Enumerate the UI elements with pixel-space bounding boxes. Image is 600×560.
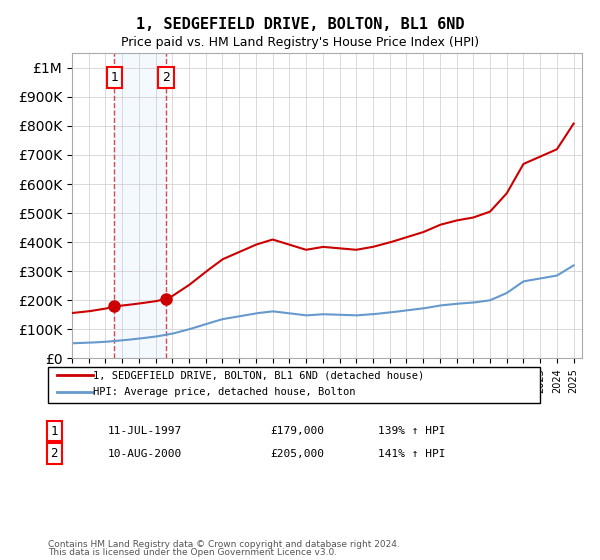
Text: £205,000: £205,000 — [270, 449, 324, 459]
Text: 11-JUL-1997: 11-JUL-1997 — [108, 426, 182, 436]
Text: £179,000: £179,000 — [270, 426, 324, 436]
Text: 1: 1 — [50, 424, 58, 438]
Text: 1: 1 — [110, 71, 118, 84]
Text: HPI: Average price, detached house, Bolton: HPI: Average price, detached house, Bolt… — [60, 387, 323, 397]
Text: Price paid vs. HM Land Registry's House Price Index (HPI): Price paid vs. HM Land Registry's House … — [121, 36, 479, 49]
Text: Contains HM Land Registry data © Crown copyright and database right 2024.: Contains HM Land Registry data © Crown c… — [48, 540, 400, 549]
Text: This data is licensed under the Open Government Licence v3.0.: This data is licensed under the Open Gov… — [48, 548, 337, 557]
Text: 10-AUG-2000: 10-AUG-2000 — [108, 449, 182, 459]
Text: 1, SEDGEFIELD DRIVE, BOLTON, BL1 6ND: 1, SEDGEFIELD DRIVE, BOLTON, BL1 6ND — [136, 17, 464, 32]
Text: 2: 2 — [50, 447, 58, 460]
Text: HPI: Average price, detached house, Bolton: HPI: Average price, detached house, Bolt… — [93, 387, 355, 397]
Text: 2: 2 — [162, 71, 170, 84]
Text: 139% ↑ HPI: 139% ↑ HPI — [378, 426, 445, 436]
Text: 1, SEDGEFIELD DRIVE, BOLTON, BL1 6ND (detached house): 1, SEDGEFIELD DRIVE, BOLTON, BL1 6ND (de… — [60, 370, 391, 380]
Text: 141% ↑ HPI: 141% ↑ HPI — [378, 449, 445, 459]
Bar — [115, 53, 166, 358]
Text: 1, SEDGEFIELD DRIVE, BOLTON, BL1 6ND (detached house): 1, SEDGEFIELD DRIVE, BOLTON, BL1 6ND (de… — [93, 370, 424, 380]
